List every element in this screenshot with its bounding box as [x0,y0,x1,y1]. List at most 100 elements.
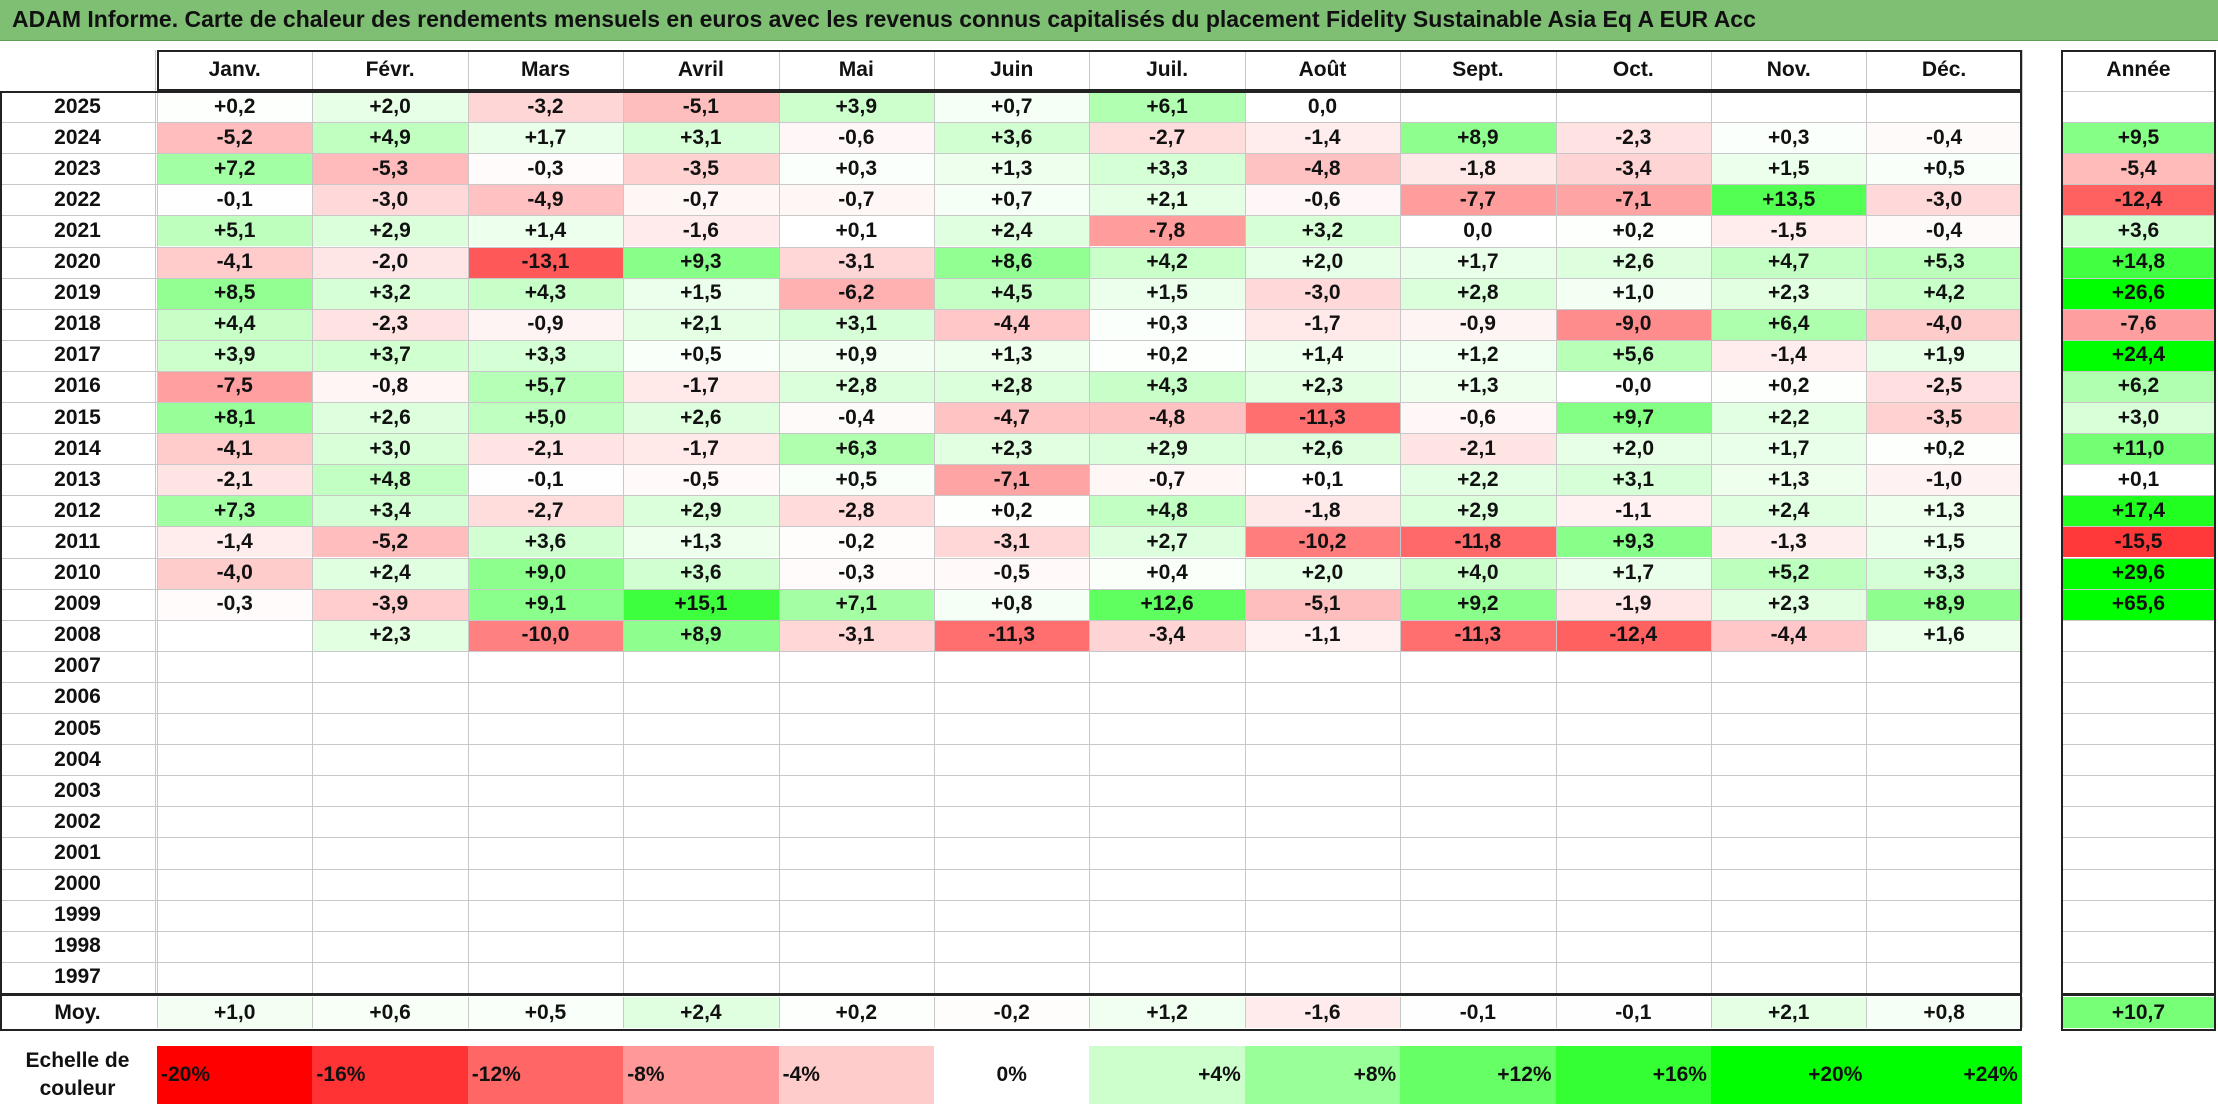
heatmap-cell: +2,6 [1555,246,1711,278]
heatmap-cell: -0,5 [934,557,1090,589]
heatmap-cell: +3,1 [1555,464,1711,496]
year-label: 2003 [54,778,101,802]
heatmap-cell: +0,5 [778,464,934,496]
annual-return-cell [2061,713,2216,744]
grid-line [1866,997,1868,1028]
heatmap-cell [934,931,1089,962]
heatmap-cell: -0,2 [778,526,934,558]
heatmap-cell [1866,775,2021,806]
heatmap-cell [1711,682,1866,713]
heatmap-cell [1400,869,1555,900]
heatmap-cell [1711,806,1866,837]
grid-line [0,339,2022,341]
color-scale-swatch: +4% [1089,1046,1245,1104]
heatmap-cell: +2,6 [312,402,468,434]
heatmap-cell [1711,931,1866,962]
heatmap-cell [1400,775,1555,806]
heatmap-cell [1556,900,1711,931]
heatmap-cell: +5,6 [1555,339,1711,371]
grid-line [467,50,469,993]
annual-return-cell [2061,682,2216,713]
heatmap-cell: -0,9 [467,308,624,340]
grid-line [1711,997,1712,1028]
grid-line [0,370,2022,372]
annual-return-cell [2061,806,2216,837]
heatmap-cell [1245,900,1400,931]
heatmap-cell [1711,837,1866,868]
grid-line [2061,526,2216,528]
heatmap-cell [623,651,778,682]
heatmap-cell: +1,7 [1400,246,1556,278]
month-header: Mai [838,58,874,81]
annual-return-cell [2061,91,2216,122]
heatmap-cell: +4,4 [157,308,313,340]
heatmap-cell: -5,1 [1244,588,1401,620]
grid-line [2061,588,2216,590]
heatmap-cell: +4,0 [1400,557,1556,589]
year-label: 2001 [54,840,101,864]
heatmap-cell: -3,9 [312,588,468,620]
heatmap-cell: +0,3 [1089,308,1245,340]
heatmap-cell: -6,2 [778,277,934,309]
month-header: Sept. [1452,58,1504,81]
annual-return-cell: +65,6 [2061,588,2216,620]
year-label: 2023 [54,156,101,180]
heatmap-cell: +2,6 [623,402,779,434]
heatmap-cell [1556,744,1711,775]
heatmap-cell: +1,6 [1866,619,2022,651]
year-label: 2002 [54,809,101,833]
heatmap-cell [312,931,467,962]
heatmap-cell: +2,1 [1089,184,1245,216]
heatmap-cell [1866,91,2021,122]
heatmap-cell: +6,3 [778,433,934,465]
grid-line [2061,122,2216,124]
heatmap-cell: +0,9 [778,339,934,371]
heatmap-cell [1089,837,1244,868]
heatmap-cell: +1,2 [1400,339,1556,371]
heatmap-cell: +4,3 [1089,370,1245,402]
year-label: 1998 [54,934,101,958]
heatmap-cell: +4,2 [1866,277,2022,309]
grid-line [0,588,2022,590]
heatmap-cell [312,869,467,900]
heatmap-cell: -1,4 [1244,122,1401,154]
heatmap-cell: +4,8 [312,464,468,496]
heatmap-cell: -1,4 [157,526,313,558]
heatmap-cell: +1,5 [1089,277,1245,309]
heatmap-cell: -1,9 [1555,588,1711,620]
heatmap-cell: -0,4 [778,402,934,434]
heatmap-cell [157,900,312,931]
heatmap-cell: -1,1 [1244,619,1401,651]
year-label: 2016 [54,374,101,398]
grid-line [0,464,2022,466]
heatmap-cell: +1,4 [467,215,624,247]
heatmap-cell [779,713,934,744]
grid-line [467,997,469,1028]
heatmap-cell: +6,4 [1711,308,1867,340]
annual-return-cell: +26,6 [2061,277,2216,309]
heatmap-cell: +2,9 [623,495,779,527]
grid-line [0,402,2022,403]
heatmap-cell: +2,8 [934,370,1090,402]
heatmap-cell: +2,9 [1400,495,1556,527]
heatmap-cell: +1,3 [934,153,1090,185]
heatmap-cell: +9,3 [1555,526,1711,558]
heatmap-cell: +9,7 [1555,402,1711,434]
heatmap-cell [312,806,467,837]
heatmap-cell [1556,837,1711,868]
heatmap-cell: +3,6 [934,122,1090,154]
heatmap-cell: +2,0 [312,91,468,123]
heatmap-cell: -4,7 [934,402,1090,434]
heatmap-cell: 0,0 [1400,215,1556,247]
heatmap-cell: +0,2 [1711,370,1867,402]
heatmap-cell [1089,651,1244,682]
grid-line [2061,557,2216,559]
heatmap-cell: -0,3 [157,588,313,620]
grid-line [0,526,2022,528]
heatmap-cell: +2,0 [1555,433,1711,465]
annual-return-cell: +0,1 [2061,464,2216,496]
year-label: 2000 [54,872,101,896]
annual-return-cell: +14,8 [2061,246,2216,278]
color-scale-swatch: +20% [1711,1046,1867,1104]
average-cell: +0,5 [467,997,624,1028]
